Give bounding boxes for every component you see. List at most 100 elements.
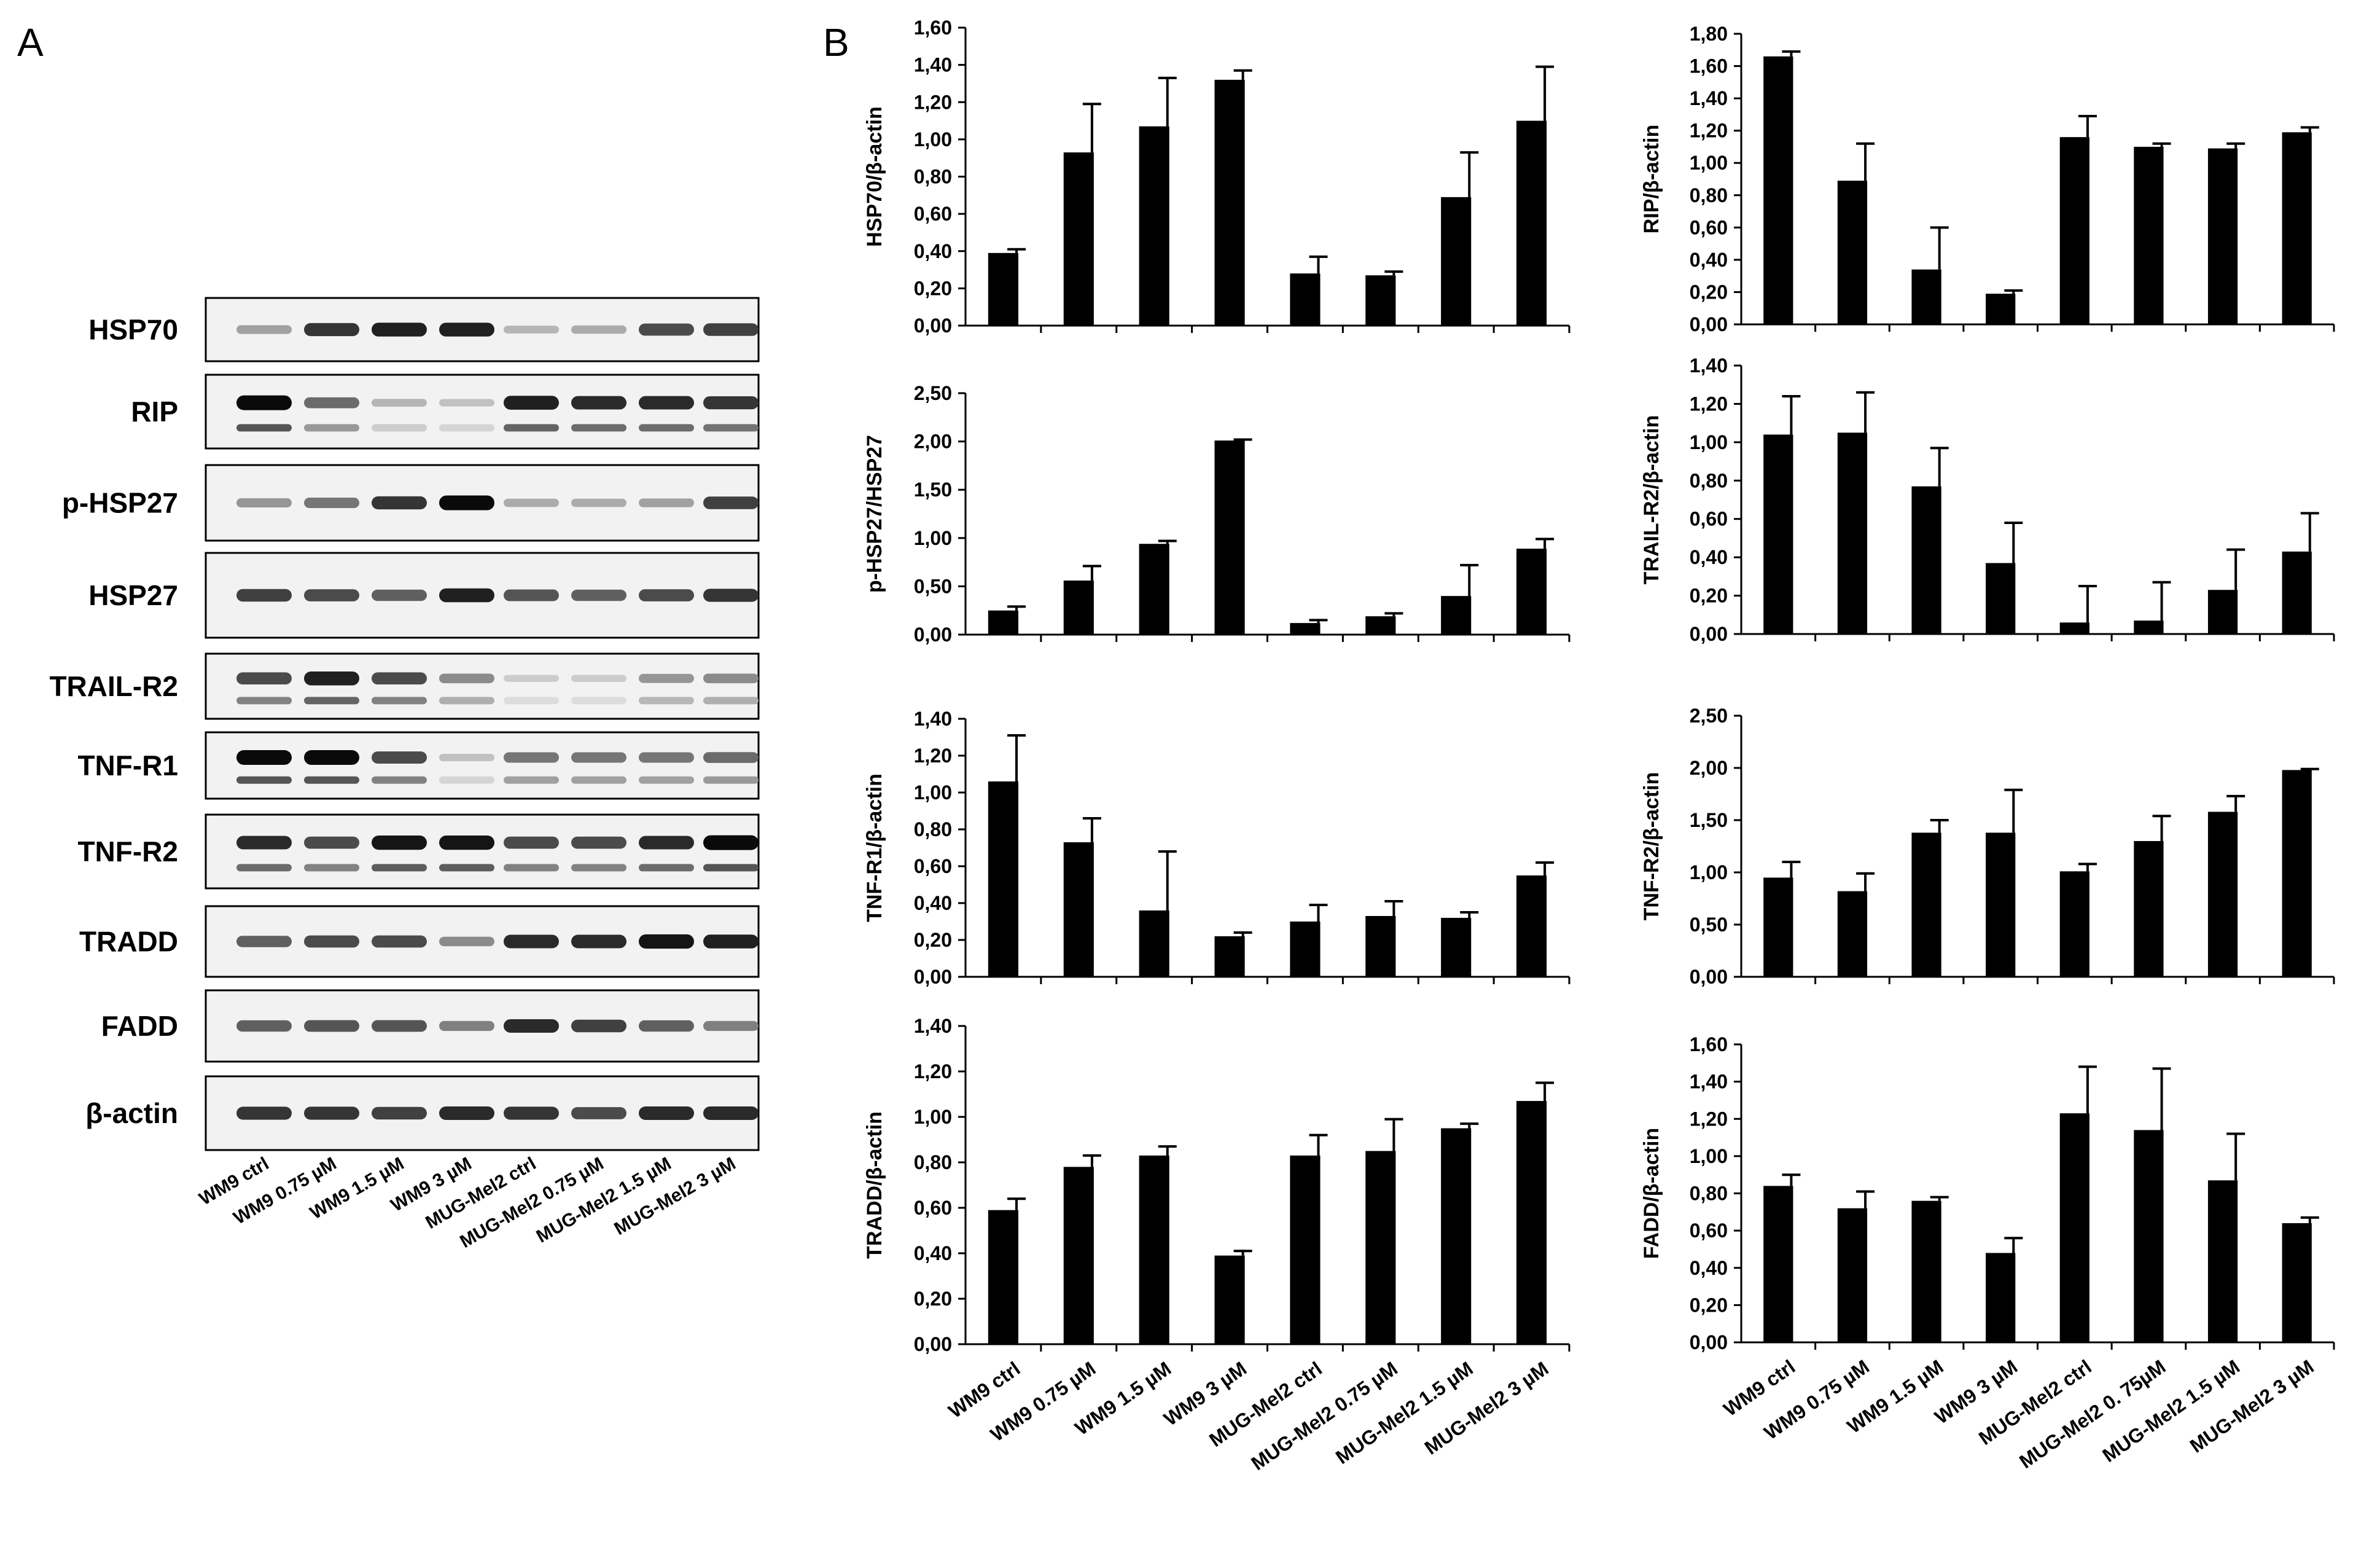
bar [1063,1167,1094,1344]
blot-band [639,673,694,683]
blot-band [504,675,559,682]
blot-band-lower [504,697,559,705]
blot-band [439,753,494,762]
y-tick-label: 1,20 [914,91,952,113]
blot-frame-6 [205,813,760,890]
blot-band [439,673,494,684]
y-tick-label: 1,80 [1690,23,1728,45]
bar [1290,623,1321,635]
blot-band [439,323,494,337]
y-tick-label: 0,80 [914,166,952,188]
bar [1290,273,1321,326]
bar [1063,152,1094,326]
y-tick-label: 0,50 [1690,914,1728,936]
blot-band [236,750,292,765]
blot-label-0: HSP70 [88,314,178,346]
y-tick-label: 0,80 [1690,469,1728,491]
y-tick-label: 0,40 [914,240,952,262]
blot-band [372,399,427,407]
bar [2282,551,2312,634]
y-tick-label: 0,60 [914,855,952,877]
y-axis-label: TRAIL-R2/β-actin [1640,415,1663,585]
x-tick-label: MUG-Mel2 1.5 µM [2098,1355,2244,1466]
y-axis-label: HSP70/β-actin [863,106,886,247]
blot-band-lower [504,424,559,432]
y-tick-label: 2,00 [1690,757,1728,779]
blot-band [372,751,427,764]
blot-label-3: HSP27 [88,579,178,611]
chart-3: 0,00 0,20 0,40 0,60 0,80 1,00 1,20 1,40 TRAIL-R2… [1640,354,2335,645]
bar [1911,832,1941,977]
blot-band [639,1106,694,1120]
blot-band [639,752,694,763]
bar [1911,1200,1941,1342]
blot-band [571,1019,626,1033]
bar [1365,616,1396,635]
y-tick-label: 0,00 [914,315,952,337]
blot-band-lower [372,697,427,705]
bar [1986,563,2016,634]
bar [1365,1151,1396,1344]
y-tick-label: 1,40 [1690,87,1728,109]
blot-band [571,396,626,410]
chart-7: 0,00 0,20 0,40 0,60 0,80 1,00 1,20 1,40 1,60 FADD… [1640,1033,2335,1473]
blot-label-1: RIP [131,396,178,428]
blot-band [372,1106,427,1120]
blot-band-lower [236,424,292,432]
blot-label-2: p-HSP27 [62,487,178,519]
bar [1214,1255,1245,1344]
bar [1986,294,2016,324]
blot-band [372,589,427,601]
blot-band-lower [571,776,626,784]
y-tick-label: 0,00 [1690,313,1728,335]
y-tick-label: 1,20 [1690,393,1728,415]
bar [1214,440,1245,635]
blot-band [504,498,559,507]
y-tick-label: 0,00 [914,966,952,988]
blot-band-lower [236,776,292,784]
y-tick-label: 0,60 [1690,216,1728,238]
y-tick-label: 0,40 [1690,249,1728,271]
blot-band-lower [639,776,694,784]
bar [1365,275,1396,326]
blot-band [372,935,427,948]
blot-band-lower [439,697,494,705]
blot-band [703,323,759,336]
y-tick-label: 0,80 [1690,184,1728,206]
y-tick-label: 0,00 [914,624,952,646]
blot-band [304,589,359,601]
blot-band [571,498,626,507]
blot-band [504,752,559,763]
y-tick-label: 2,00 [914,431,952,453]
y-tick-label: 1,00 [1690,861,1728,883]
bar [1139,910,1169,977]
y-tick-label: 0,00 [1690,966,1728,988]
blot-band [571,589,626,601]
bar [2134,841,2164,977]
blot-band [703,752,759,763]
blot-band [703,673,759,684]
y-tick-label: 1,20 [914,1060,952,1082]
blot-band-lower [372,776,427,784]
blot-band [639,323,694,336]
chart-4: 0,00 0,20 0,40 0,60 0,80 1,00 1,20 1,40 TNF-R1/β… [863,708,1570,988]
bar [1290,1155,1321,1344]
blot-label-6: TNF-R2 [77,836,178,867]
blot-band [504,1106,559,1120]
bar [2282,1223,2312,1342]
blot-band [439,1106,494,1120]
blot-band [571,325,626,334]
y-tick-label: 0,40 [1690,1257,1728,1279]
blot-band [439,936,494,947]
bar [2282,132,2312,325]
panel-a-letter: A [17,20,44,65]
blot-band [372,835,427,850]
y-tick-label: 1,00 [914,128,952,151]
blot-band [703,396,759,410]
y-tick-label: 1,50 [914,479,952,501]
y-tick-label: 0,60 [914,1197,952,1219]
blot-band [504,396,559,410]
y-tick-label: 1,40 [914,1015,952,1037]
bar [2059,137,2089,324]
blot-band [304,397,359,409]
